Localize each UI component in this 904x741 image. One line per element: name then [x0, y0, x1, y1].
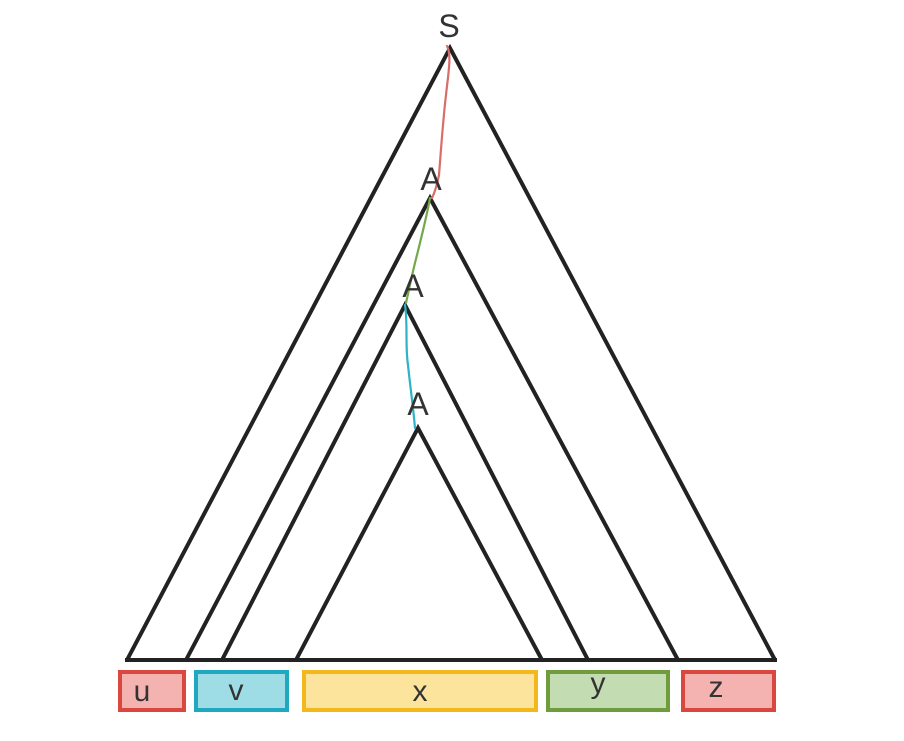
segment-y: y — [546, 667, 670, 712]
segment-v: v — [194, 670, 289, 712]
node-a2-label: A — [402, 268, 424, 304]
segment-x: x — [302, 670, 538, 712]
segment-x-box — [302, 670, 538, 712]
segment-x-label: x — [413, 675, 428, 708]
segment-z-box — [681, 670, 776, 712]
segment-u-box — [118, 670, 186, 712]
segment-y-label: y — [591, 667, 606, 700]
node-a3-label: A — [407, 386, 429, 422]
segment-u-label: u — [134, 675, 151, 708]
root-s-label: S — [438, 8, 459, 44]
path-s-to-a1 — [430, 44, 451, 200]
segment-z-label: z — [709, 671, 724, 704]
segment-v-box — [194, 670, 289, 712]
subtree-s-triangle — [125, 43, 777, 661]
subtree-a3-triangle — [294, 423, 544, 661]
subtree-a2-triangle — [220, 300, 590, 661]
segment-z: z — [681, 670, 776, 712]
node-a1-label: A — [420, 161, 442, 197]
segment-u: u — [118, 670, 186, 712]
path-a2-to-a3 — [403, 303, 417, 430]
segment-y-box — [546, 670, 670, 712]
segment-v-label: v — [229, 674, 244, 707]
path-a1-to-a2 — [404, 196, 432, 305]
